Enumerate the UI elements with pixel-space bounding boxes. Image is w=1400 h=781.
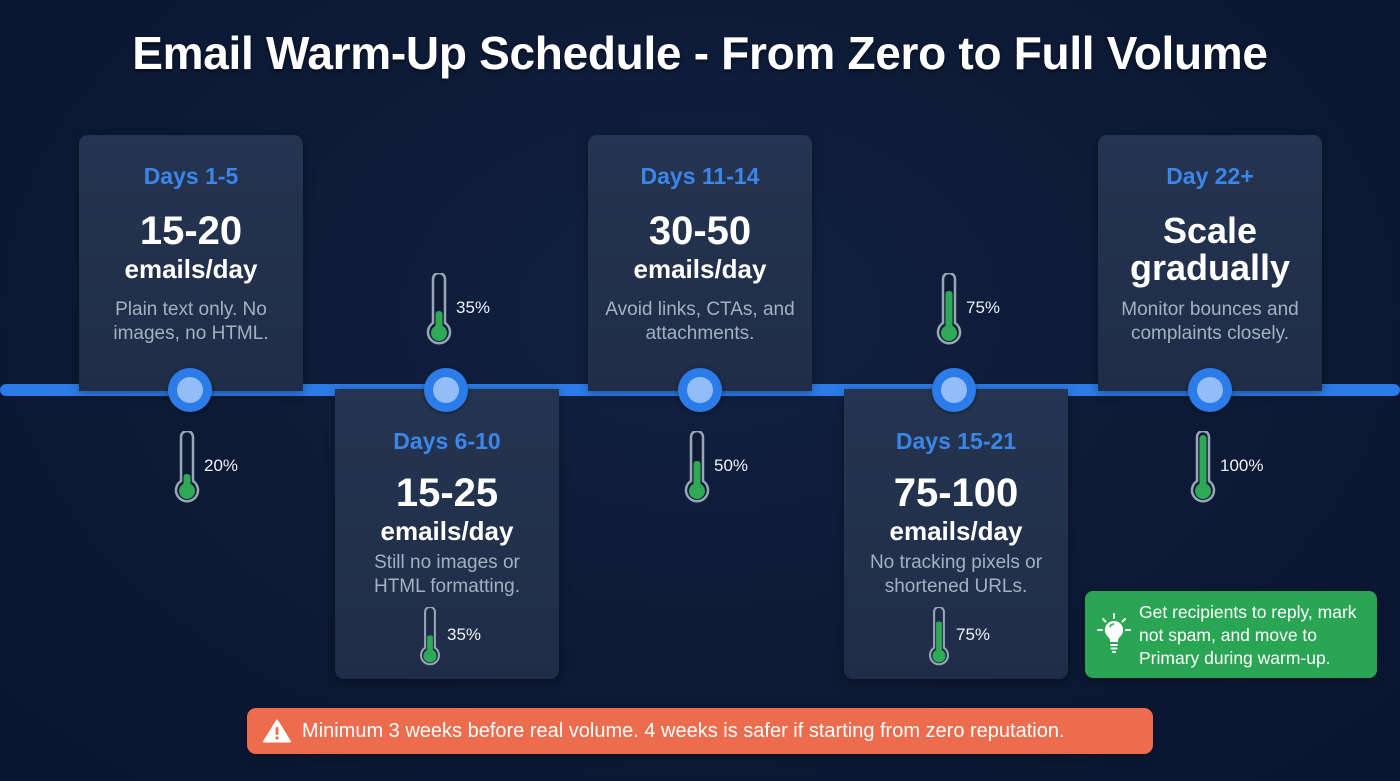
stage-description: No tracking pixels or shortened URLs. [869,552,1043,597]
stage-card-days-1-5: Days 1-5 15-20 emails/day Plain text onl… [79,135,303,391]
stage-volume: 15-20 [139,209,243,253]
thermometer-icon [426,273,452,345]
reputation-gauge-stage-2-card: 35% [415,607,495,683]
warning-text: Minimum 3 weeks before real volume. 4 we… [302,719,1065,742]
tip-callout: Get recipients to reply, mark not spam, … [1085,591,1377,678]
stage-days-label: Days 1-5 [143,163,239,189]
stage-card-days-11-14: Days 11-14 30-50 emails/day Avoid links,… [588,135,812,391]
stage-days-label: Days 6-10 [393,428,501,454]
stage-unit: emails/day [124,254,258,284]
reputation-gauge-stage-3: 50% [682,431,762,507]
timeline-node-dot [177,377,203,403]
timeline-node-dot [433,377,459,403]
timeline-node-2 [424,368,468,412]
timeline-node-dot [941,377,967,403]
stage-volume: 75-100 [893,471,1019,515]
timeline-node-4 [932,368,976,412]
reputation-gauge-stage-4: 75% [934,273,1014,349]
lightbulb-icon [1097,613,1131,662]
reputation-gauge-stage-5: 100% [1188,431,1268,507]
stage-days-label: Days 15-21 [895,428,1017,454]
stage-days-label: Day 22+ [1166,163,1254,189]
warning-triangle-icon [263,719,291,743]
stage-days-label: Days 11-14 [640,163,760,189]
reputation-percent: 50% [714,456,749,475]
page-title: Email Warm-Up Schedule - From Zero to Fu… [132,27,1268,79]
stage-unit: emails/day [889,516,1023,546]
reputation-gauge-stage-4-card: 75% [924,607,1004,683]
timeline-node-5 [1188,368,1232,412]
thermometer-icon [936,273,962,345]
reputation-gauge-stage-2: 35% [424,273,504,349]
stage-unit: emails/day [633,254,767,284]
warning-banner: Minimum 3 weeks before real volume. 4 we… [247,708,1153,754]
reputation-percent: 75% [956,625,991,644]
stage-volume: 15-25 [395,471,499,515]
reputation-percent: 100% [1220,456,1264,475]
reputation-percent: 75% [966,298,1001,317]
stage-description: Avoid links, CTAs, and attachments. [605,299,795,344]
thermometer-icon [174,431,200,503]
stage-description: Still no images or HTML formatting. [373,552,521,597]
reputation-percent: 20% [204,456,239,475]
reputation-percent: 35% [456,298,491,317]
reputation-percent: 35% [447,625,482,644]
stage-description: Plain text only. No images, no HTML. [113,299,269,344]
thermometer-icon [1190,431,1216,503]
stage-card-days-15-21: Days 15-21 75-100 emails/day No tracking… [844,389,1068,679]
reputation-gauge-stage-1: 20% [172,431,252,507]
thermometer-icon [929,607,949,666]
stage-unit: emails/day [380,516,514,546]
stage-card-days-6-10: Days 6-10 15-25 emails/day Still no imag… [335,389,559,679]
thermometer-icon [420,607,440,666]
timeline-node-1 [168,368,212,412]
thermometer-icon [684,431,710,503]
stage-card-day-22-plus: Day 22+ Scale gradually Monitor bounces … [1098,135,1322,391]
timeline-node-dot [1197,377,1223,403]
stage-unit: gradually [1129,247,1291,288]
stage-volume: 30-50 [648,209,752,253]
timeline-node-dot [687,377,713,403]
stage-volume: Scale [1162,210,1258,251]
timeline-node-3 [678,368,722,412]
tip-text: Get recipients to reply, mark not spam, … [1139,602,1357,668]
stage-description: Monitor bounces and complaints closely. [1121,299,1299,344]
